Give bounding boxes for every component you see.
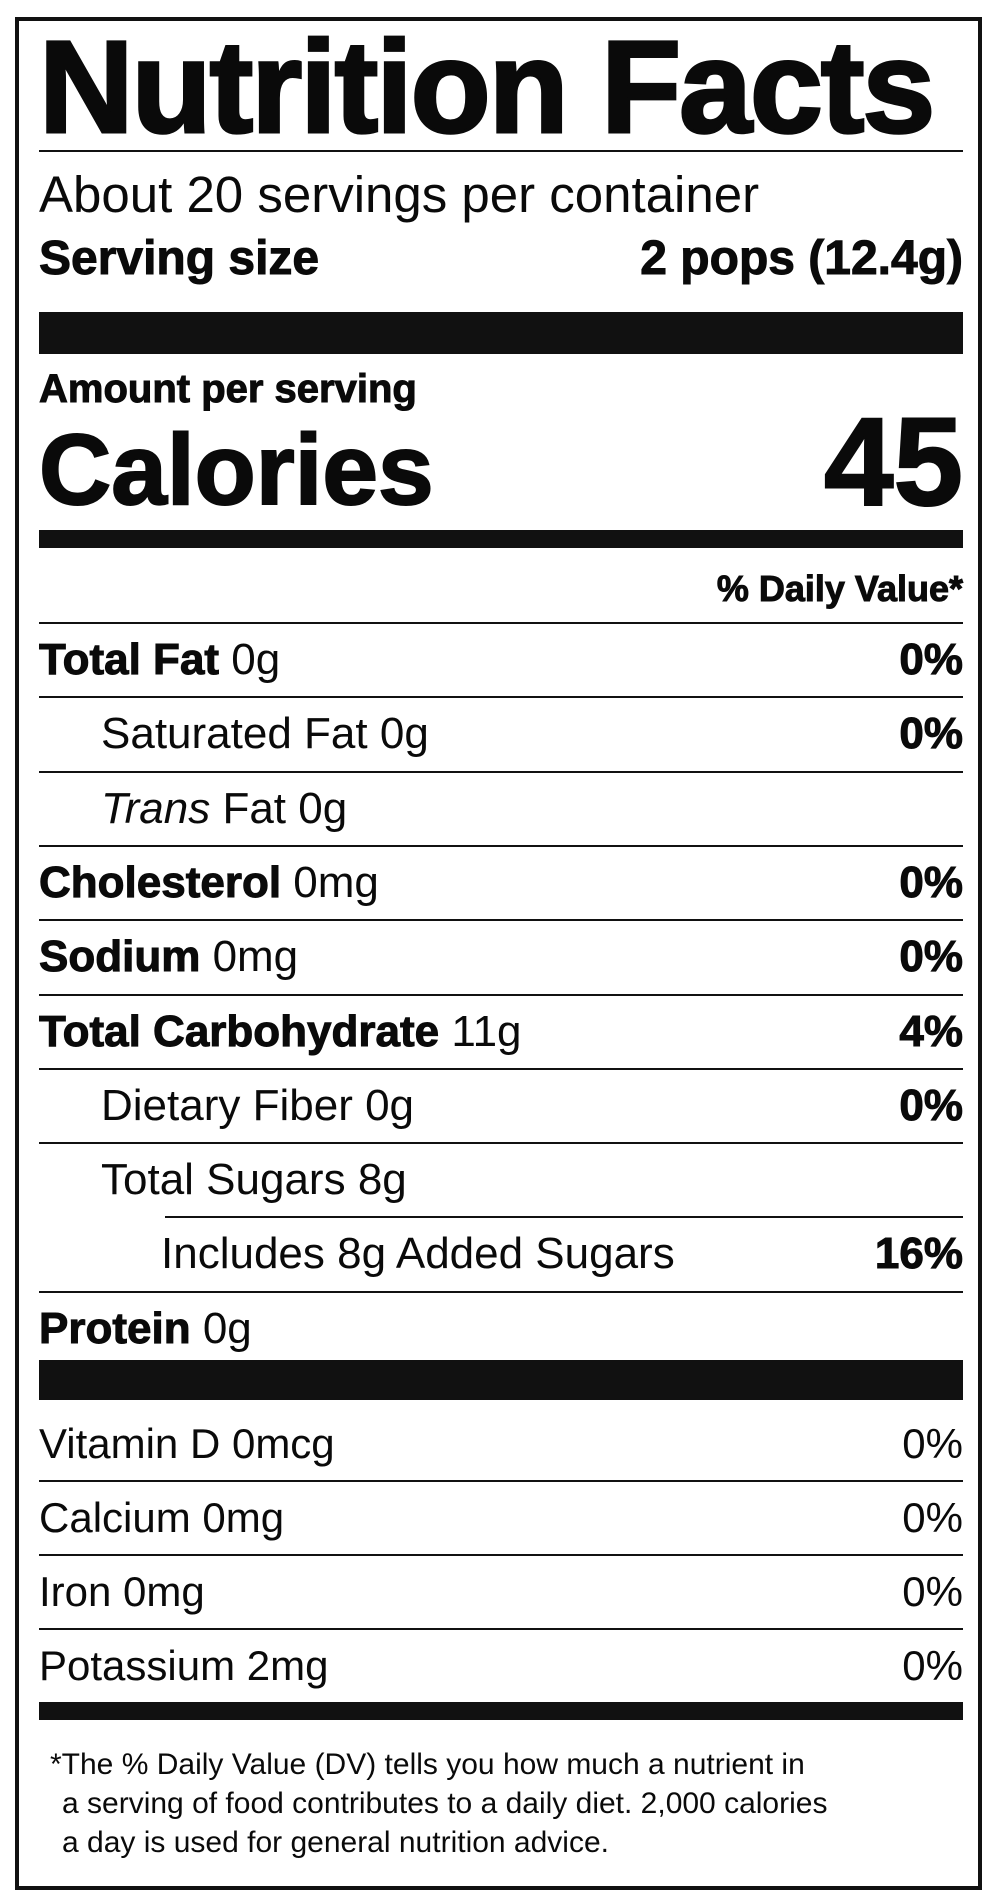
nutrient-amount: 0g (231, 635, 281, 684)
label-border (15, 17, 982, 1890)
row-divider (39, 1628, 963, 1630)
nutrient-row: Saturated Fat 0g 0% (39, 698, 963, 770)
nutrient-label: Total Fat 0g (38, 635, 281, 685)
vitamin-label: Iron 0mg (39, 1568, 205, 1615)
nutrient-name: Saturated Fat (101, 709, 368, 759)
nutrient-amount: 0g (298, 783, 348, 833)
nutrient-row: Dietary Fiber 0g 0% (39, 1070, 963, 1142)
daily-value-header: % Daily Value* (716, 568, 963, 610)
row-divider (39, 1067, 963, 1070)
nutrient-name: Includes 8g Added Sugars (161, 1229, 675, 1279)
vitamin-label: Vitamin D 0mcg (39, 1420, 335, 1467)
amount-per-serving: Amount per serving (39, 367, 418, 412)
row-divider (39, 1290, 963, 1293)
nutrient-daily-value: 0% (899, 932, 964, 982)
serving-size-label: Serving size (38, 232, 320, 286)
row-divider (39, 844, 963, 847)
footnote-line: a serving of food contributes to a daily… (62, 1787, 828, 1820)
nutrient-amount: 0g (365, 1080, 415, 1130)
nutrient-name-italic: Trans (101, 783, 211, 833)
nutrient-name: Fat (222, 783, 287, 833)
nutrient-label: Dietary Fiber 0g (39, 1081, 414, 1131)
vitamin-row: Iron 0mg 0% (39, 1556, 963, 1628)
row-divider (39, 770, 963, 773)
label-title: Nutrition Facts (38, 13, 937, 160)
nutrient-amount: 0mg (212, 932, 299, 982)
nutrient-name: Cholesterol (38, 857, 282, 907)
nutrient-amount: 0g (202, 1303, 252, 1353)
nutrient-label: Saturated Fat 0g (39, 709, 429, 759)
nutrient-row: Cholesterol 0mg 0% (38, 847, 964, 919)
nutrient-daily-value: 4% (899, 1006, 964, 1056)
nutrient-row: Trans Fat 0g (39, 773, 963, 845)
footnote-line: *The % Daily Value (DV) tells you how mu… (50, 1748, 805, 1781)
nutrient-name: Protein (39, 1303, 192, 1353)
nutrient-daily-value: 0% (899, 635, 964, 685)
nutrient-amount: 11g (451, 1006, 522, 1056)
row-divider (165, 1216, 963, 1219)
vitamin-daily-value: 0% (902, 1494, 963, 1541)
vitamin-daily-value: 0% (902, 1568, 963, 1615)
servings-per-container: About 20 servings per container (39, 166, 760, 223)
nutrient-name: Total Fat (38, 635, 220, 685)
vitamin-row: Potassium 2mg 0% (39, 1630, 963, 1702)
vitamin-label: Calcium 0mg (39, 1494, 285, 1541)
row-divider (39, 919, 963, 922)
nutrient-amount: 0mg (293, 857, 379, 907)
row-divider (39, 622, 963, 624)
footnote: *The % Daily Value (DV) tells you how mu… (50, 1745, 960, 1862)
nutrient-daily-value: 16% (874, 1229, 963, 1279)
nutrient-row: Sodium 0mg 0% (38, 921, 964, 993)
vitamin-daily-value: 0% (902, 1420, 963, 1467)
nutrient-label: Sodium 0mg (38, 932, 299, 982)
vitamin-daily-value: 0% (902, 1642, 963, 1689)
serving-size: Serving size 2 pops (12.4g) (38, 229, 964, 289)
calories-label: Calories (38, 414, 435, 526)
nutrient-amount: 0g (379, 709, 429, 759)
nutrient-label: Trans Fat 0g (39, 784, 347, 834)
nutrient-name: Sodium (38, 932, 201, 982)
row-divider (39, 696, 963, 699)
nutrient-label: Total Carbohydrate 11g (38, 1006, 522, 1057)
calories-row: Calories 45 (38, 393, 964, 532)
nutrient-row: Total Fat 0g 0% (38, 624, 964, 696)
serving-size-value: 2 pops (12.4g) (640, 232, 964, 286)
nutrient-row: Total Sugars 8g (39, 1144, 963, 1216)
medium-divider (39, 530, 963, 548)
nutrient-amount: 8g (357, 1155, 407, 1205)
row-divider (39, 1480, 963, 1482)
nutrient-name: Total Sugars (101, 1155, 346, 1205)
nutrient-label: Cholesterol 0mg (38, 857, 379, 908)
nutrient-label: Includes 8g Added Sugars (39, 1229, 675, 1279)
nutrient-name: Dietary Fiber (101, 1080, 353, 1130)
nutrient-label: Total Sugars 8g (39, 1155, 407, 1205)
row-divider (39, 993, 963, 996)
nutrient-row: Protein 0g (39, 1293, 963, 1365)
vitamin-row: Vitamin D 0mcg 0% (39, 1408, 963, 1480)
nutrient-label: Protein 0g (39, 1303, 252, 1354)
nutrient-name: Total Carbohydrate (38, 1006, 440, 1056)
nutrient-row: Total Carbohydrate 11g 4% (38, 996, 964, 1068)
nutrient-daily-value: 0% (899, 857, 964, 907)
medium-divider (39, 1702, 963, 1720)
thick-divider (39, 312, 963, 354)
vitamin-row: Calcium 0mg 0% (39, 1482, 963, 1554)
divider (39, 150, 963, 152)
thick-divider (39, 1360, 963, 1400)
footnote-line: a day is used for general nutrition advi… (62, 1826, 609, 1859)
nutrient-daily-value: 0% (899, 709, 964, 759)
nutrient-row: Includes 8g Added Sugars 16% (39, 1218, 964, 1290)
row-divider (39, 1554, 963, 1556)
nutrient-daily-value: 0% (899, 1080, 964, 1130)
row-divider (39, 1142, 963, 1145)
calories-value: 45 (823, 393, 964, 532)
vitamin-label: Potassium 2mg (39, 1642, 329, 1689)
